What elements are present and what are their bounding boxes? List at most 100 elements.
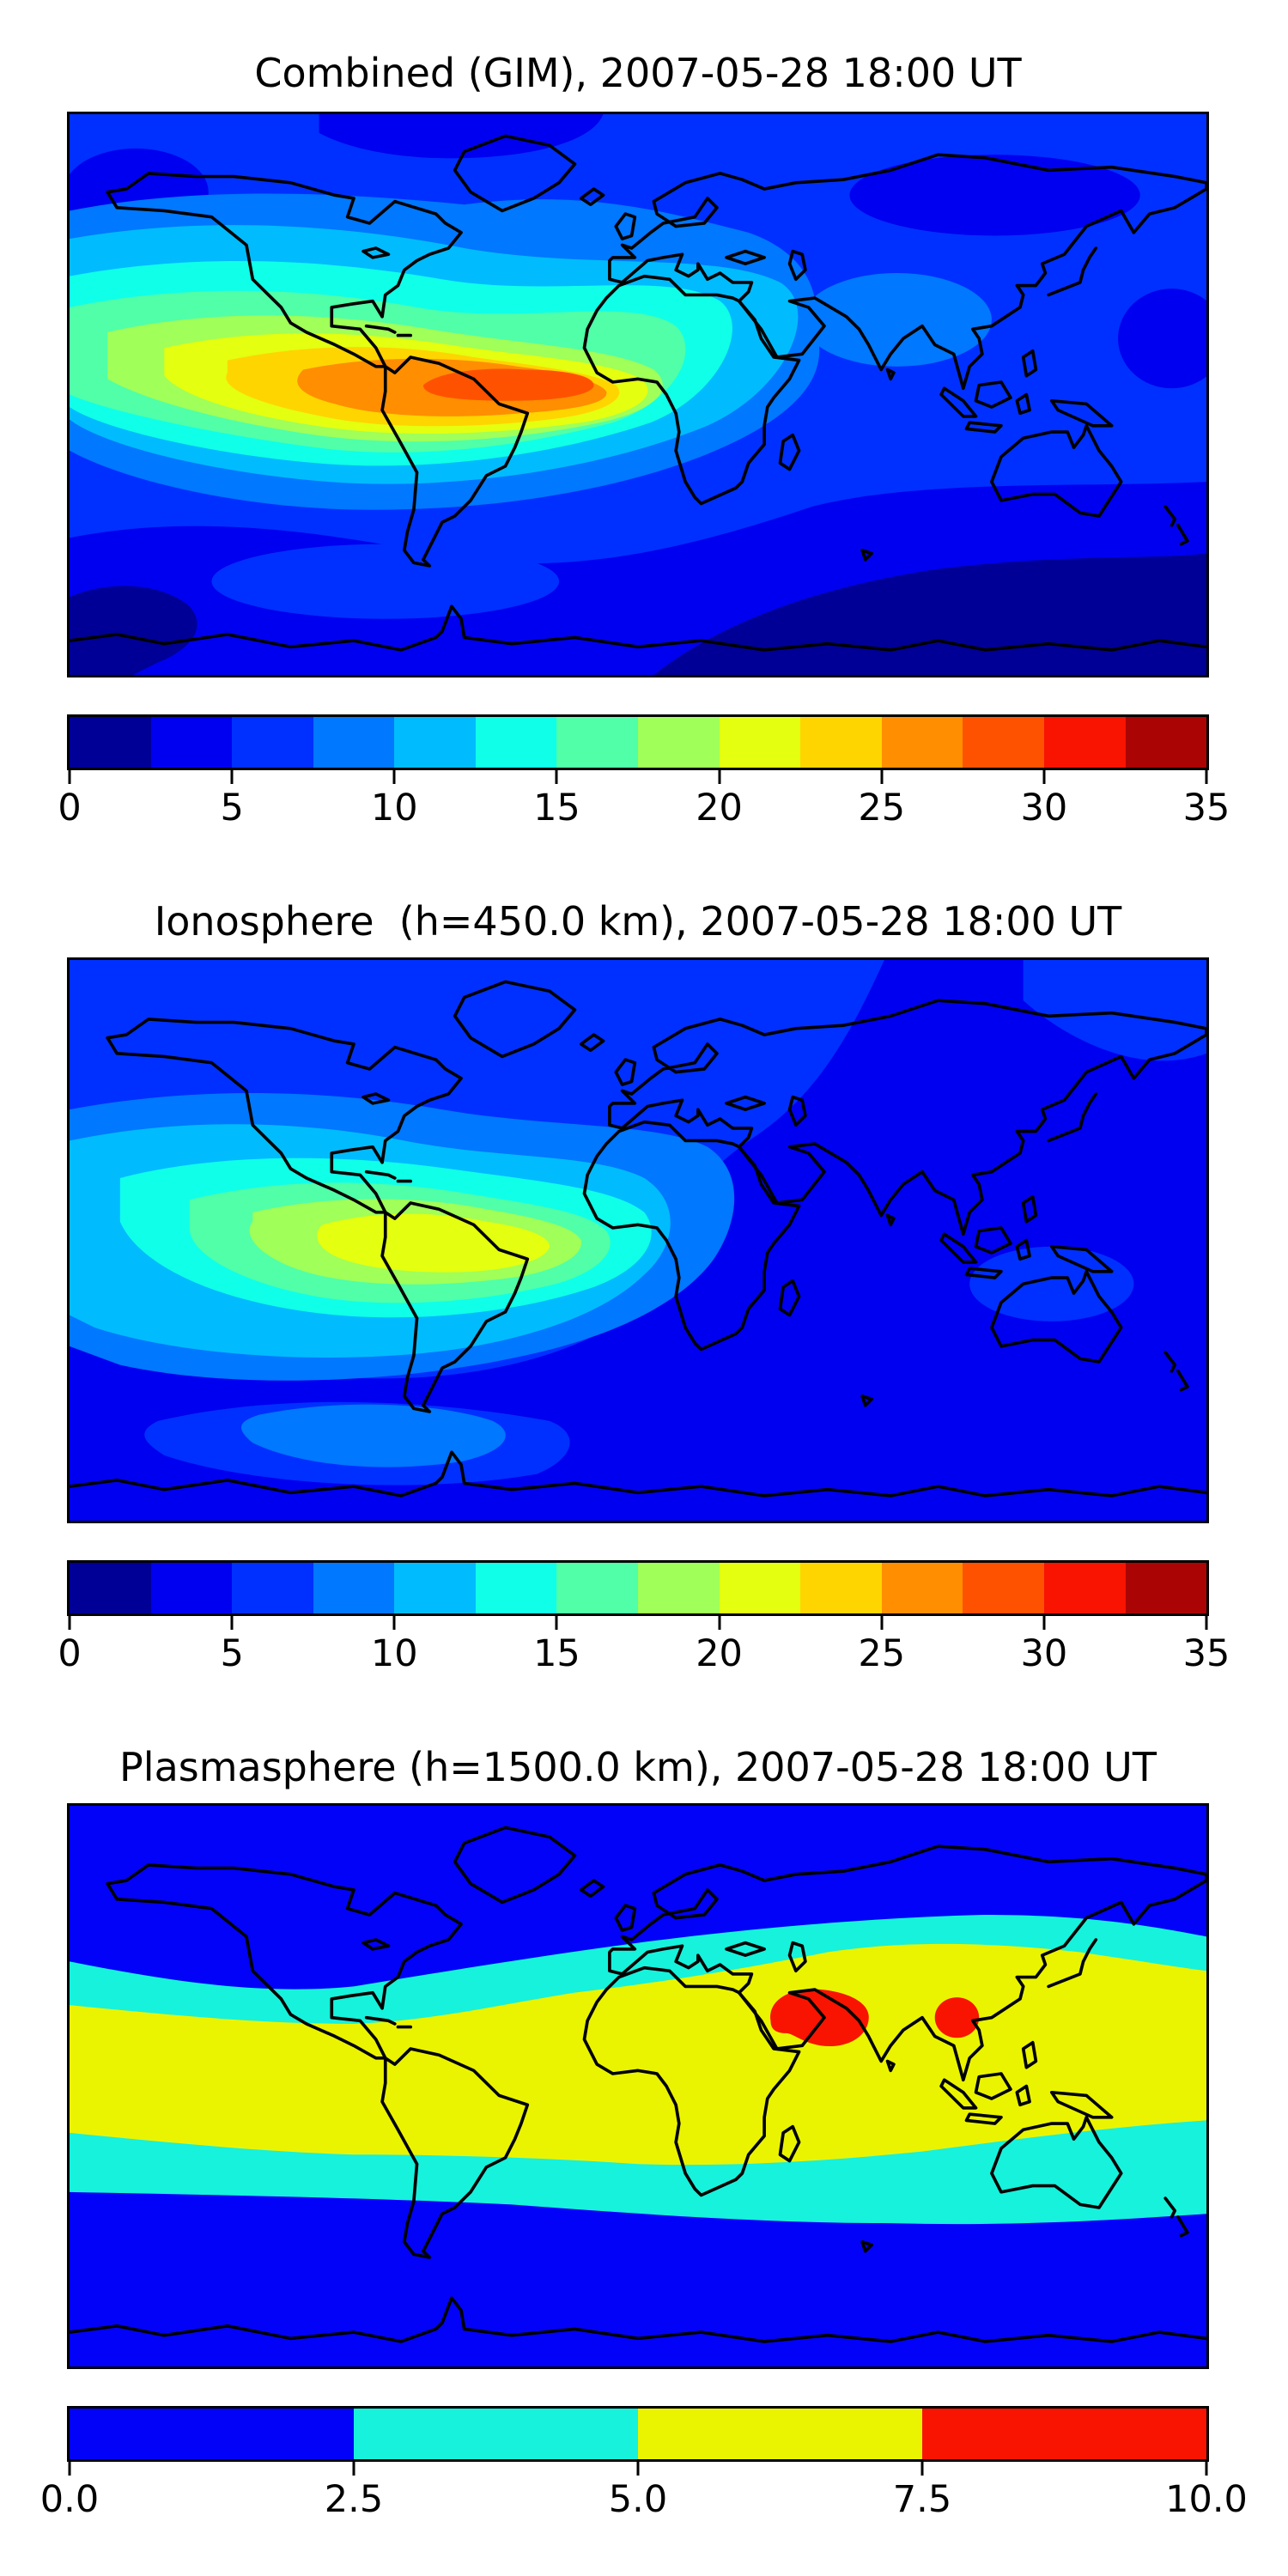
colorbar-tick xyxy=(1042,770,1046,784)
coastline xyxy=(364,1170,413,1183)
colorbar-labels-plasmasphere: 0.0 2.5 5.0 7.5 10.0 xyxy=(40,2476,1248,2523)
colorbar-segment xyxy=(556,1563,639,1613)
colorbar-segment xyxy=(313,717,395,768)
colorbar-tick xyxy=(880,1616,884,1630)
colorbar-segment xyxy=(354,2409,638,2459)
colorbar-tick xyxy=(68,770,71,784)
colorbar-tick-label: 0.0 xyxy=(39,2478,100,2521)
contour-region xyxy=(969,1246,1134,1321)
coastline xyxy=(1049,1244,1114,1273)
colorbar-segments xyxy=(70,717,1207,768)
coastline xyxy=(70,2296,1206,2343)
colorbar-tick xyxy=(1205,1616,1208,1630)
coastline xyxy=(1049,398,1114,428)
colorbar-plasmasphere xyxy=(67,2406,1209,2462)
coastline xyxy=(453,1826,577,1905)
colorbar-tick xyxy=(555,770,558,784)
map-plasmasphere xyxy=(67,1803,1209,2369)
coastline xyxy=(964,2112,1003,2125)
coastline xyxy=(608,1844,1206,2082)
colorbar-segment xyxy=(1125,1563,1207,1613)
colorbar-segment xyxy=(800,1563,882,1613)
coastline xyxy=(964,421,1003,434)
colorbar-segment xyxy=(963,1563,1044,1613)
colorbar-tick xyxy=(555,1616,558,1630)
colorbar-tick-label: 30 xyxy=(1020,787,1068,829)
colorbar-tick xyxy=(880,770,884,784)
coastline xyxy=(1163,505,1189,546)
coastline xyxy=(614,1904,637,1932)
contour-region xyxy=(934,1997,980,2038)
colorbar-segment xyxy=(881,717,963,768)
coastline xyxy=(608,153,1206,391)
colorbar-tick xyxy=(392,770,396,784)
contour-region xyxy=(317,1213,550,1273)
coastline xyxy=(380,2047,530,2259)
colorbar-segment xyxy=(70,2409,354,2459)
colorbar-segment xyxy=(394,717,476,768)
coastline xyxy=(725,249,766,265)
contour-map-ionosphere xyxy=(70,960,1206,1521)
coastline xyxy=(582,274,801,506)
colorbar-tick-label: 15 xyxy=(533,1632,580,1675)
panel-title-combined: Combined (GIM), 2007-05-28 18:00 UT xyxy=(254,50,1022,96)
contour-region xyxy=(1023,960,1206,1061)
colorbar-segment xyxy=(232,1563,313,1613)
coastline xyxy=(787,1095,807,1127)
coastline xyxy=(860,2240,873,2253)
colorbar-tick-label: 30 xyxy=(1020,1632,1068,1675)
colorbar-tick-label: 25 xyxy=(858,787,906,829)
colorbar-segment xyxy=(881,1563,963,1613)
coastline xyxy=(70,1450,1206,1498)
contour-region xyxy=(1118,289,1206,389)
colorbar-tick xyxy=(68,1616,71,1630)
coastline xyxy=(778,1279,801,1317)
colorbar-tick-label: 35 xyxy=(1182,1632,1230,1675)
colorbar-tick-label: 0 xyxy=(58,1632,82,1675)
contour-map-plasmasphere xyxy=(70,1806,1206,2366)
colorbar-segment xyxy=(313,1563,395,1613)
colorbar-tick xyxy=(352,2462,355,2476)
colorbar-segment xyxy=(1043,1563,1126,1613)
coastline xyxy=(579,1879,605,1899)
colorbar-segment xyxy=(556,717,639,768)
colorbar-segment xyxy=(922,2409,1206,2459)
coastline xyxy=(964,1267,1003,1279)
colorbar-segment xyxy=(800,717,882,768)
coastline xyxy=(778,433,801,471)
colorbar-tick-label: 15 xyxy=(533,787,580,829)
coastline xyxy=(860,549,873,562)
coastline xyxy=(990,2115,1123,2209)
coastline xyxy=(1015,1238,1031,1261)
contour-map-combined xyxy=(70,114,1206,675)
colorbar-tick xyxy=(1205,770,1208,784)
colorbar-segment xyxy=(719,1563,801,1613)
colorbar-tick xyxy=(68,2462,71,2476)
coastline xyxy=(939,1232,978,1264)
coastline xyxy=(361,1092,391,1105)
coastline xyxy=(725,1941,766,1957)
colorbar-segment xyxy=(638,717,720,768)
coastline xyxy=(582,1965,801,2197)
coastline xyxy=(778,2124,801,2163)
coastline xyxy=(106,1018,463,1214)
colorbar-segment xyxy=(70,1563,151,1613)
panel-title-plasmasphere: Plasmasphere (h=1500.0 km), 2007-05-28 1… xyxy=(119,1744,1157,1790)
contour-region xyxy=(70,586,197,675)
coastline xyxy=(106,1863,463,2060)
colorbar-segment xyxy=(394,1563,476,1613)
colorbar-segment xyxy=(1125,717,1207,768)
colorbar-tick xyxy=(1042,1616,1046,1630)
coastline xyxy=(787,1941,807,1973)
coastline xyxy=(974,2072,1012,2100)
coastline xyxy=(453,134,577,213)
colorbar-tick xyxy=(718,1616,721,1630)
map-combined xyxy=(67,112,1209,677)
colorbar-tick-label: 7.5 xyxy=(892,2478,952,2521)
coastline xyxy=(70,605,1206,652)
colorbar-tick-label: 10.0 xyxy=(1165,2478,1248,2521)
colorbar-segment xyxy=(70,717,151,768)
coastline xyxy=(380,355,530,568)
colorbar-segment xyxy=(150,1563,233,1613)
contour-region xyxy=(770,1989,869,2047)
